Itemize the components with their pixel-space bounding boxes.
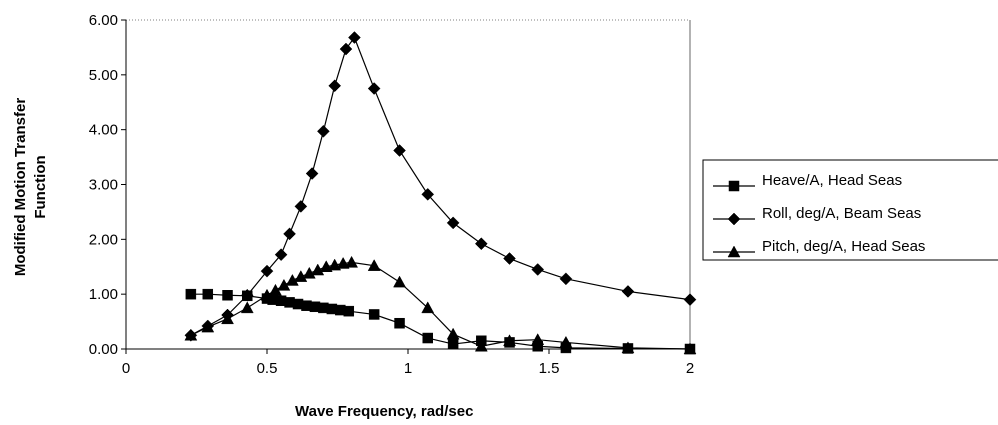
y-tick-label: 3.00 [89, 177, 118, 194]
data-point-square [222, 290, 233, 301]
data-point-triangle [240, 301, 254, 314]
data-point-square [202, 288, 214, 300]
data-point-diamond [339, 42, 353, 56]
data-point-triangle [446, 327, 460, 340]
legend-item: Roll, deg/A, Beam Seas [713, 205, 921, 226]
series-layer [184, 31, 697, 355]
data-point-diamond [683, 293, 697, 307]
data-point-square [368, 309, 380, 320]
y-axis-title-line-2: Function [32, 155, 49, 218]
x-tick-label: 1 [404, 360, 412, 377]
data-point-triangle [474, 339, 488, 352]
data-point-triangle [393, 275, 406, 288]
legend: Heave/A, Head Seas Roll, deg/A, Beam Seas… [702, 159, 998, 261]
y-tick-label: 4.00 [89, 122, 118, 139]
data-point-square [343, 305, 355, 317]
data-point-triangle [421, 301, 435, 314]
legend-item: Pitch, deg/A, Head Seas [713, 238, 925, 258]
data-point-triangle [559, 335, 573, 348]
data-point-diamond [328, 79, 342, 93]
legend-label: Heave/A, Head Seas [762, 172, 902, 189]
x-tick-label: 0.5 [257, 360, 278, 377]
data-point-diamond [503, 252, 516, 265]
x-ticks: 0 0.5 1 1.5 2 [122, 349, 694, 377]
y-ticks: 0.00 1.00 2.00 3.00 4.00 5.00 6.00 [89, 12, 126, 358]
data-point-triangle [302, 266, 316, 279]
series-line [190, 36, 691, 336]
data-point-diamond [274, 248, 288, 262]
data-point-triangle [221, 312, 234, 325]
x-tick-label: 0 [122, 360, 130, 377]
data-point-triangle [184, 328, 198, 341]
legend-label: Roll, deg/A, Beam Seas [762, 205, 921, 222]
data-point-triangle [311, 263, 325, 276]
data-point-diamond [305, 167, 319, 180]
data-point-square [447, 338, 459, 350]
x-axis-title: Wave Frequency, rad/sec [295, 403, 473, 420]
legend-box [702, 159, 998, 261]
data-point-triangle [367, 259, 381, 271]
y-tick-label: 5.00 [89, 67, 118, 84]
series-diamond [184, 31, 697, 342]
data-point-diamond [260, 264, 274, 278]
data-point-triangle [336, 256, 350, 269]
legend-marker-diamond [727, 212, 741, 226]
legend-marker-square [728, 180, 740, 192]
data-point-triangle [201, 320, 215, 333]
data-point-triangle [621, 341, 635, 354]
y-tick-label: 1.00 [89, 286, 118, 303]
data-point-square [185, 288, 197, 300]
data-point-square [394, 317, 405, 329]
data-point-triangle [531, 333, 545, 345]
legend-item: Heave/A, Head Seas [713, 172, 902, 192]
data-point-diamond [531, 263, 545, 276]
y-tick-label: 2.00 [89, 231, 118, 248]
data-point-diamond [367, 82, 381, 95]
data-point-diamond [348, 31, 361, 44]
data-point-triangle [683, 342, 697, 355]
plot-area [125, 19, 691, 350]
data-point-triangle [345, 255, 359, 268]
y-tick-label: 0.00 [89, 341, 118, 358]
y-axis-title-line-1: Modified Motion Transfer [12, 98, 29, 276]
data-point-diamond [283, 227, 296, 241]
data-point-diamond [294, 200, 308, 213]
data-point-square [422, 332, 433, 344]
series-triangle [184, 255, 697, 355]
data-point-diamond [474, 237, 488, 251]
y-tick-label: 6.00 [89, 12, 118, 29]
data-point-diamond [621, 285, 635, 298]
data-point-triangle [294, 270, 308, 282]
x-tick-label: 2 [686, 360, 694, 377]
x-tick-label: 1.5 [539, 360, 560, 377]
legend-label: Pitch, deg/A, Head Seas [762, 238, 925, 255]
data-point-diamond [421, 188, 435, 201]
data-point-diamond [559, 272, 573, 286]
data-point-diamond [393, 144, 406, 157]
data-point-diamond [317, 124, 330, 138]
data-point-triangle [503, 334, 516, 347]
data-point-triangle [285, 273, 299, 286]
data-point-diamond [240, 288, 254, 302]
legend-marker-triangle [727, 245, 741, 258]
data-point-diamond [446, 216, 460, 230]
